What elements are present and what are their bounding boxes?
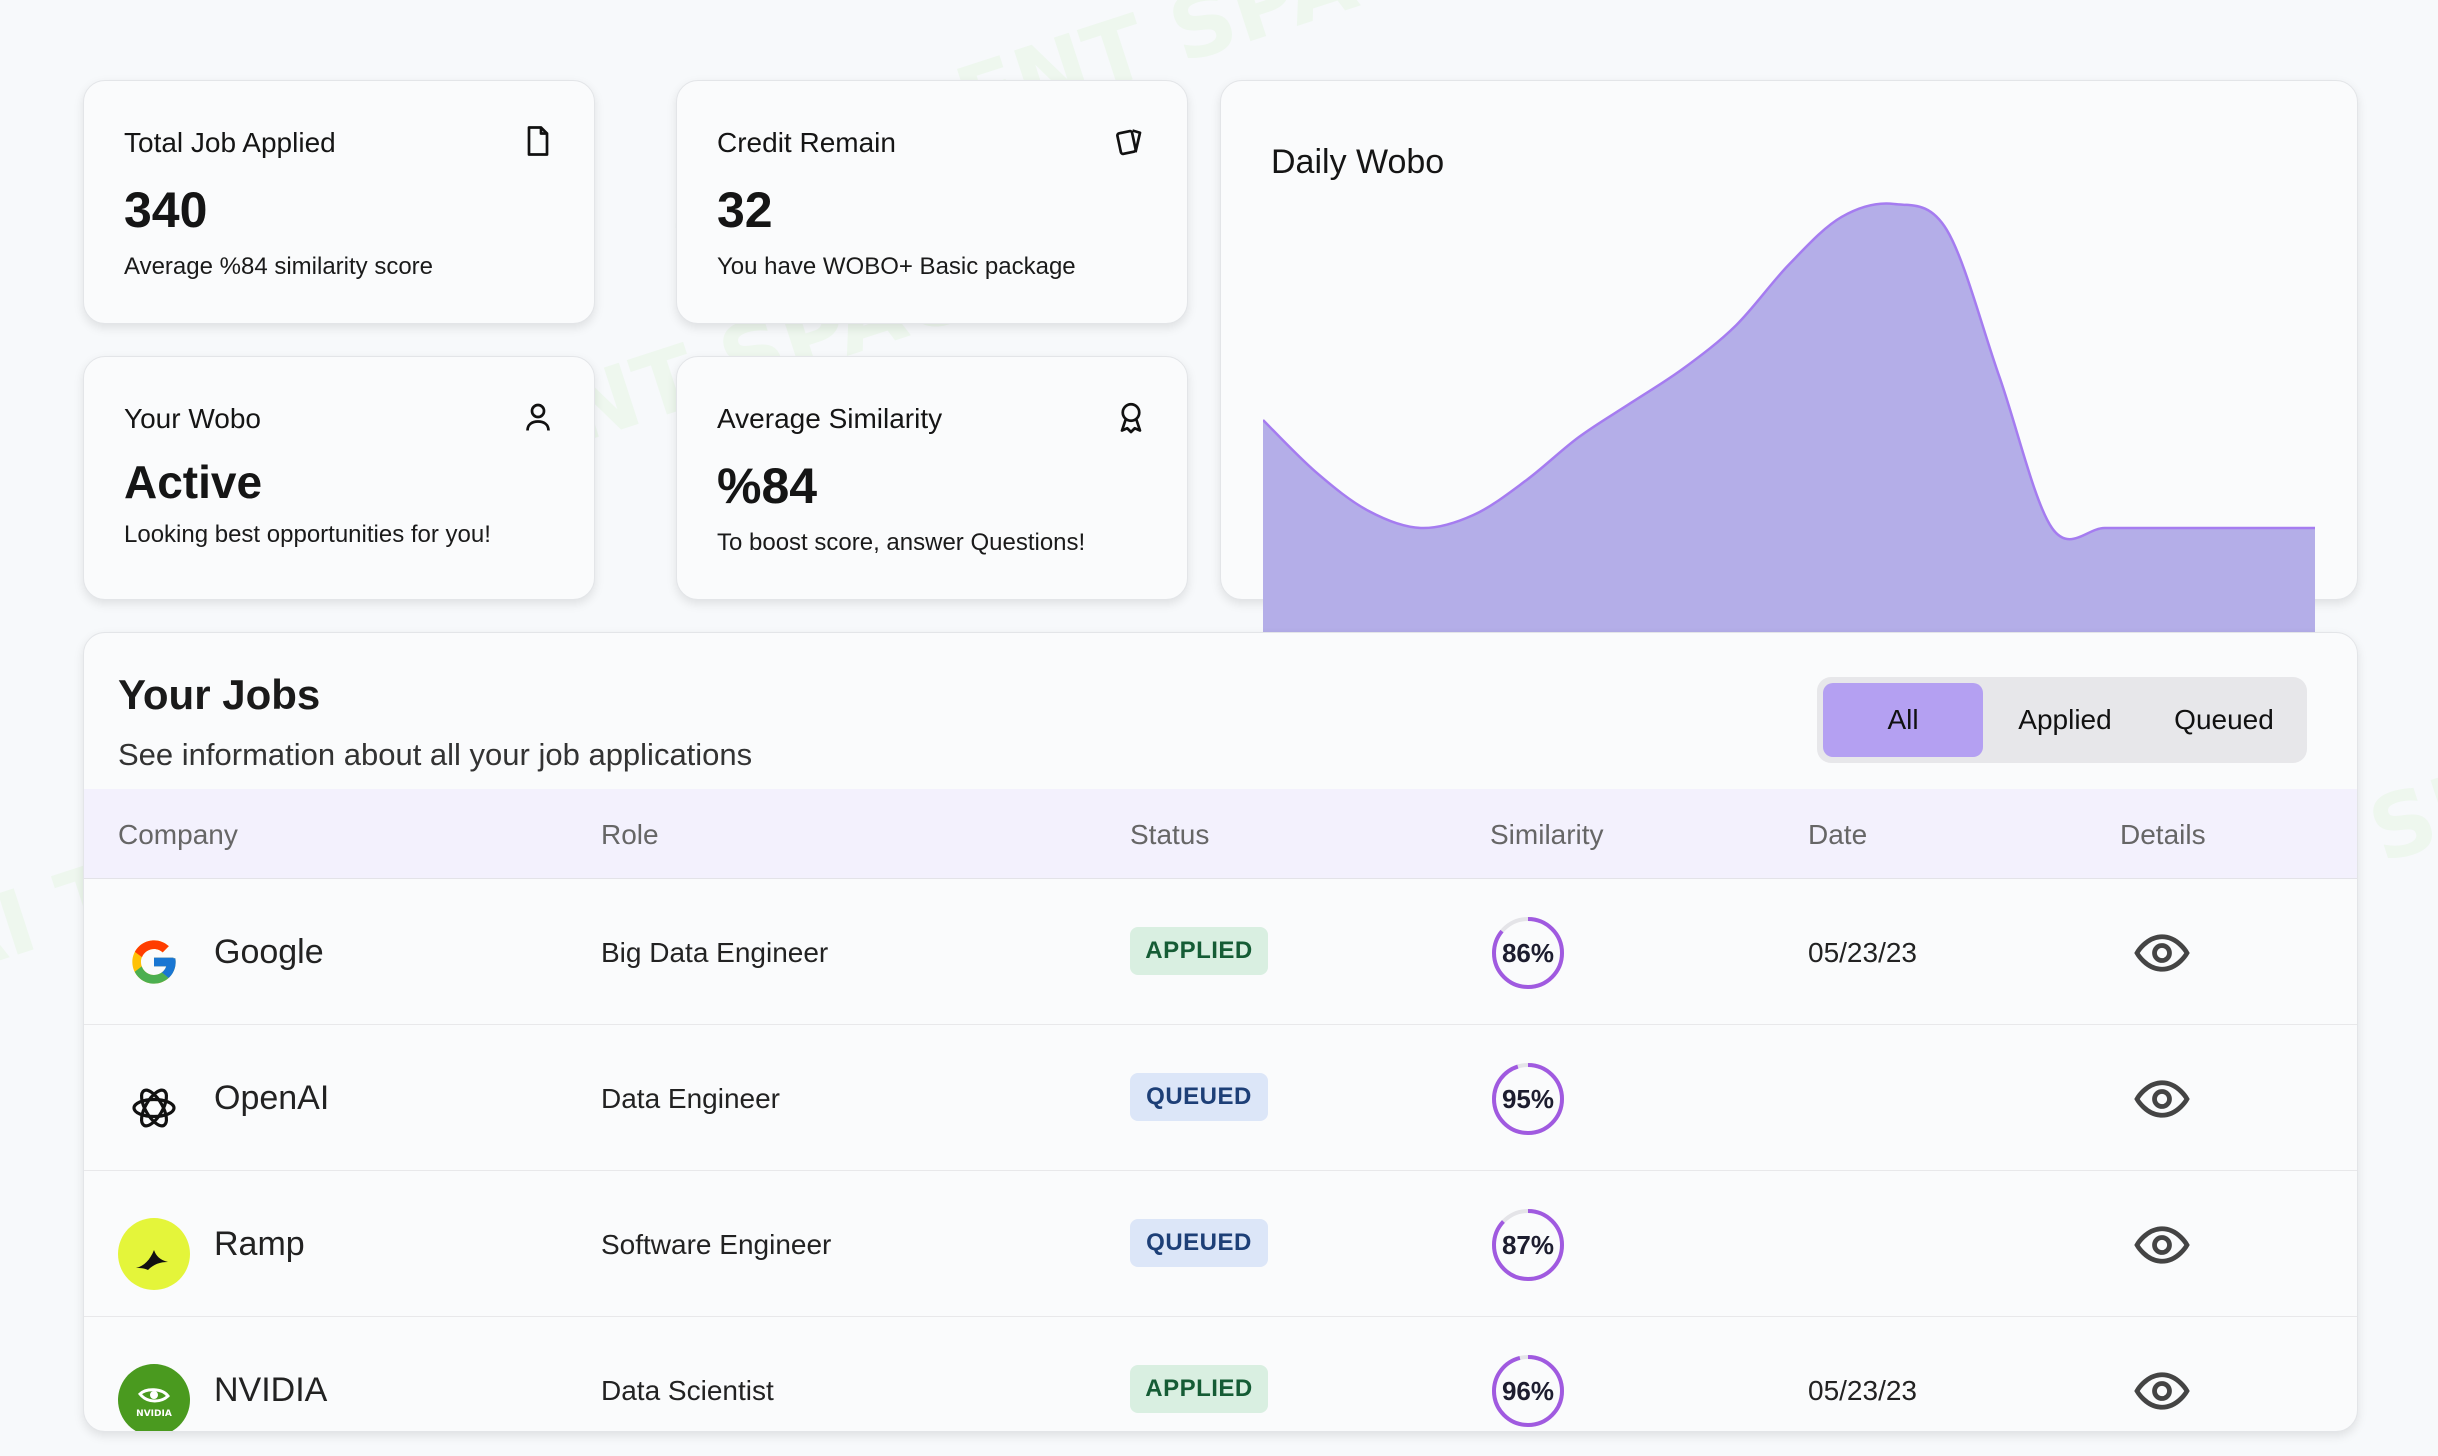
total-jobs-value: 340 xyxy=(124,182,208,238)
jobs-title: Your Jobs xyxy=(118,671,321,718)
col-status[interactable]: Status xyxy=(1130,819,1210,850)
similarity-ring: 95% xyxy=(1490,1061,1566,1137)
role: Data Scientist xyxy=(601,1375,774,1406)
date: 05/23/23 xyxy=(1808,1375,1917,1406)
similarity-value: 96% xyxy=(1501,1375,1555,1406)
document-icon xyxy=(520,123,556,159)
table-row[interactable]: Google Big Data Engineer APPLIED 86% 05/… xyxy=(84,879,2357,1025)
similarity-value: %84 xyxy=(717,458,818,514)
view-details-icon[interactable] xyxy=(2132,923,2192,983)
status-badge: QUEUED xyxy=(1130,1219,1268,1267)
col-role[interactable]: Role xyxy=(601,819,659,850)
role: Data Engineer xyxy=(601,1083,781,1114)
table-header: Company Role Status Similarity Date Deta… xyxy=(84,789,2357,879)
cards-icon xyxy=(1113,123,1149,159)
view-details-icon[interactable] xyxy=(2132,1069,2192,1129)
jobs-panel: Your Jobs See information about all your… xyxy=(83,632,2358,1432)
job-filter-tabs: All Applied Queued xyxy=(1817,677,2307,763)
wobo-value: Active xyxy=(124,456,263,508)
similarity-value: 95% xyxy=(1501,1083,1555,1114)
award-icon xyxy=(1113,399,1149,435)
status-badge: QUEUED xyxy=(1130,1073,1268,1121)
role: Big Data Engineer xyxy=(601,937,829,968)
credit-sub: You have WOBO+ Basic package xyxy=(717,253,1076,280)
svg-text:NVIDIA: NVIDIA xyxy=(136,1409,172,1419)
google-logo xyxy=(118,926,190,998)
view-details-icon[interactable] xyxy=(2132,1215,2192,1275)
filter-applied[interactable]: Applied xyxy=(2018,704,2112,735)
col-similarity[interactable]: Similarity xyxy=(1490,819,1604,850)
status-badge: APPLIED xyxy=(1130,927,1268,975)
chart-title: Daily Wobo xyxy=(1271,143,1445,181)
jobs-subtitle: See information about all your job appli… xyxy=(118,737,753,772)
status-badge: APPLIED xyxy=(1130,1365,1268,1413)
company-name: OpenAI xyxy=(214,1079,330,1117)
total-jobs-card: Total Job Applied 340 Average %84 simila… xyxy=(83,80,595,324)
view-details-icon[interactable] xyxy=(2132,1361,2192,1421)
total-jobs-sub: Average %84 similarity score xyxy=(124,253,434,280)
col-company[interactable]: Company xyxy=(118,819,238,850)
similarity-ring: 86% xyxy=(1490,915,1566,991)
openai-logo xyxy=(118,1072,190,1144)
wobo-sub: Looking best opportunities for you! xyxy=(124,521,491,548)
similarity-sub: To boost score, answer Questions! xyxy=(717,529,1086,556)
table-row[interactable]: Ramp Software Engineer QUEUED 87% xyxy=(84,1171,2357,1317)
filter-queued[interactable]: Queued xyxy=(2174,704,2274,735)
similarity-value: 87% xyxy=(1501,1229,1555,1260)
role: Software Engineer xyxy=(601,1229,832,1260)
date: 05/23/23 xyxy=(1808,937,1917,968)
credit-value: 32 xyxy=(717,182,773,238)
daily-wobo-area-chart xyxy=(1263,202,2315,636)
similarity-value: 86% xyxy=(1501,937,1555,968)
wobo-status-card: Your Wobo Active Looking best opportunit… xyxy=(83,356,595,600)
table-row[interactable]: OpenAI Data Engineer QUEUED 95% xyxy=(84,1025,2357,1171)
nvidia-logo: NVIDIA xyxy=(118,1364,190,1431)
similarity-ring: 87% xyxy=(1490,1207,1566,1283)
ramp-logo xyxy=(118,1218,190,1290)
chart-area xyxy=(1263,203,2315,636)
filter-all[interactable]: All xyxy=(1823,683,1983,757)
daily-wobo-chart-card: Daily Wobo xyxy=(1220,80,2358,636)
similarity-ring: 96% xyxy=(1490,1353,1566,1429)
table-row[interactable]: NVIDIA NVIDIA Data Scientist APPLIED 96%… xyxy=(84,1317,2357,1431)
user-icon xyxy=(520,399,556,435)
wobo-label: Your Wobo xyxy=(124,403,261,434)
company-name: Google xyxy=(214,933,324,971)
total-jobs-label: Total Job Applied xyxy=(124,127,336,158)
company-name: Ramp xyxy=(214,1225,305,1263)
similarity-label: Average Similarity xyxy=(717,403,943,434)
similarity-card: Average Similarity %84 To boost score, a… xyxy=(676,356,1188,600)
credit-card: Credit Remain 32 You have WOBO+ Basic pa… xyxy=(676,80,1188,324)
chart-line xyxy=(1263,202,2315,541)
company-name: NVIDIA xyxy=(214,1371,328,1409)
credit-label: Credit Remain xyxy=(717,127,896,158)
col-details: Details xyxy=(2120,819,2206,850)
col-date[interactable]: Date xyxy=(1808,819,1868,850)
